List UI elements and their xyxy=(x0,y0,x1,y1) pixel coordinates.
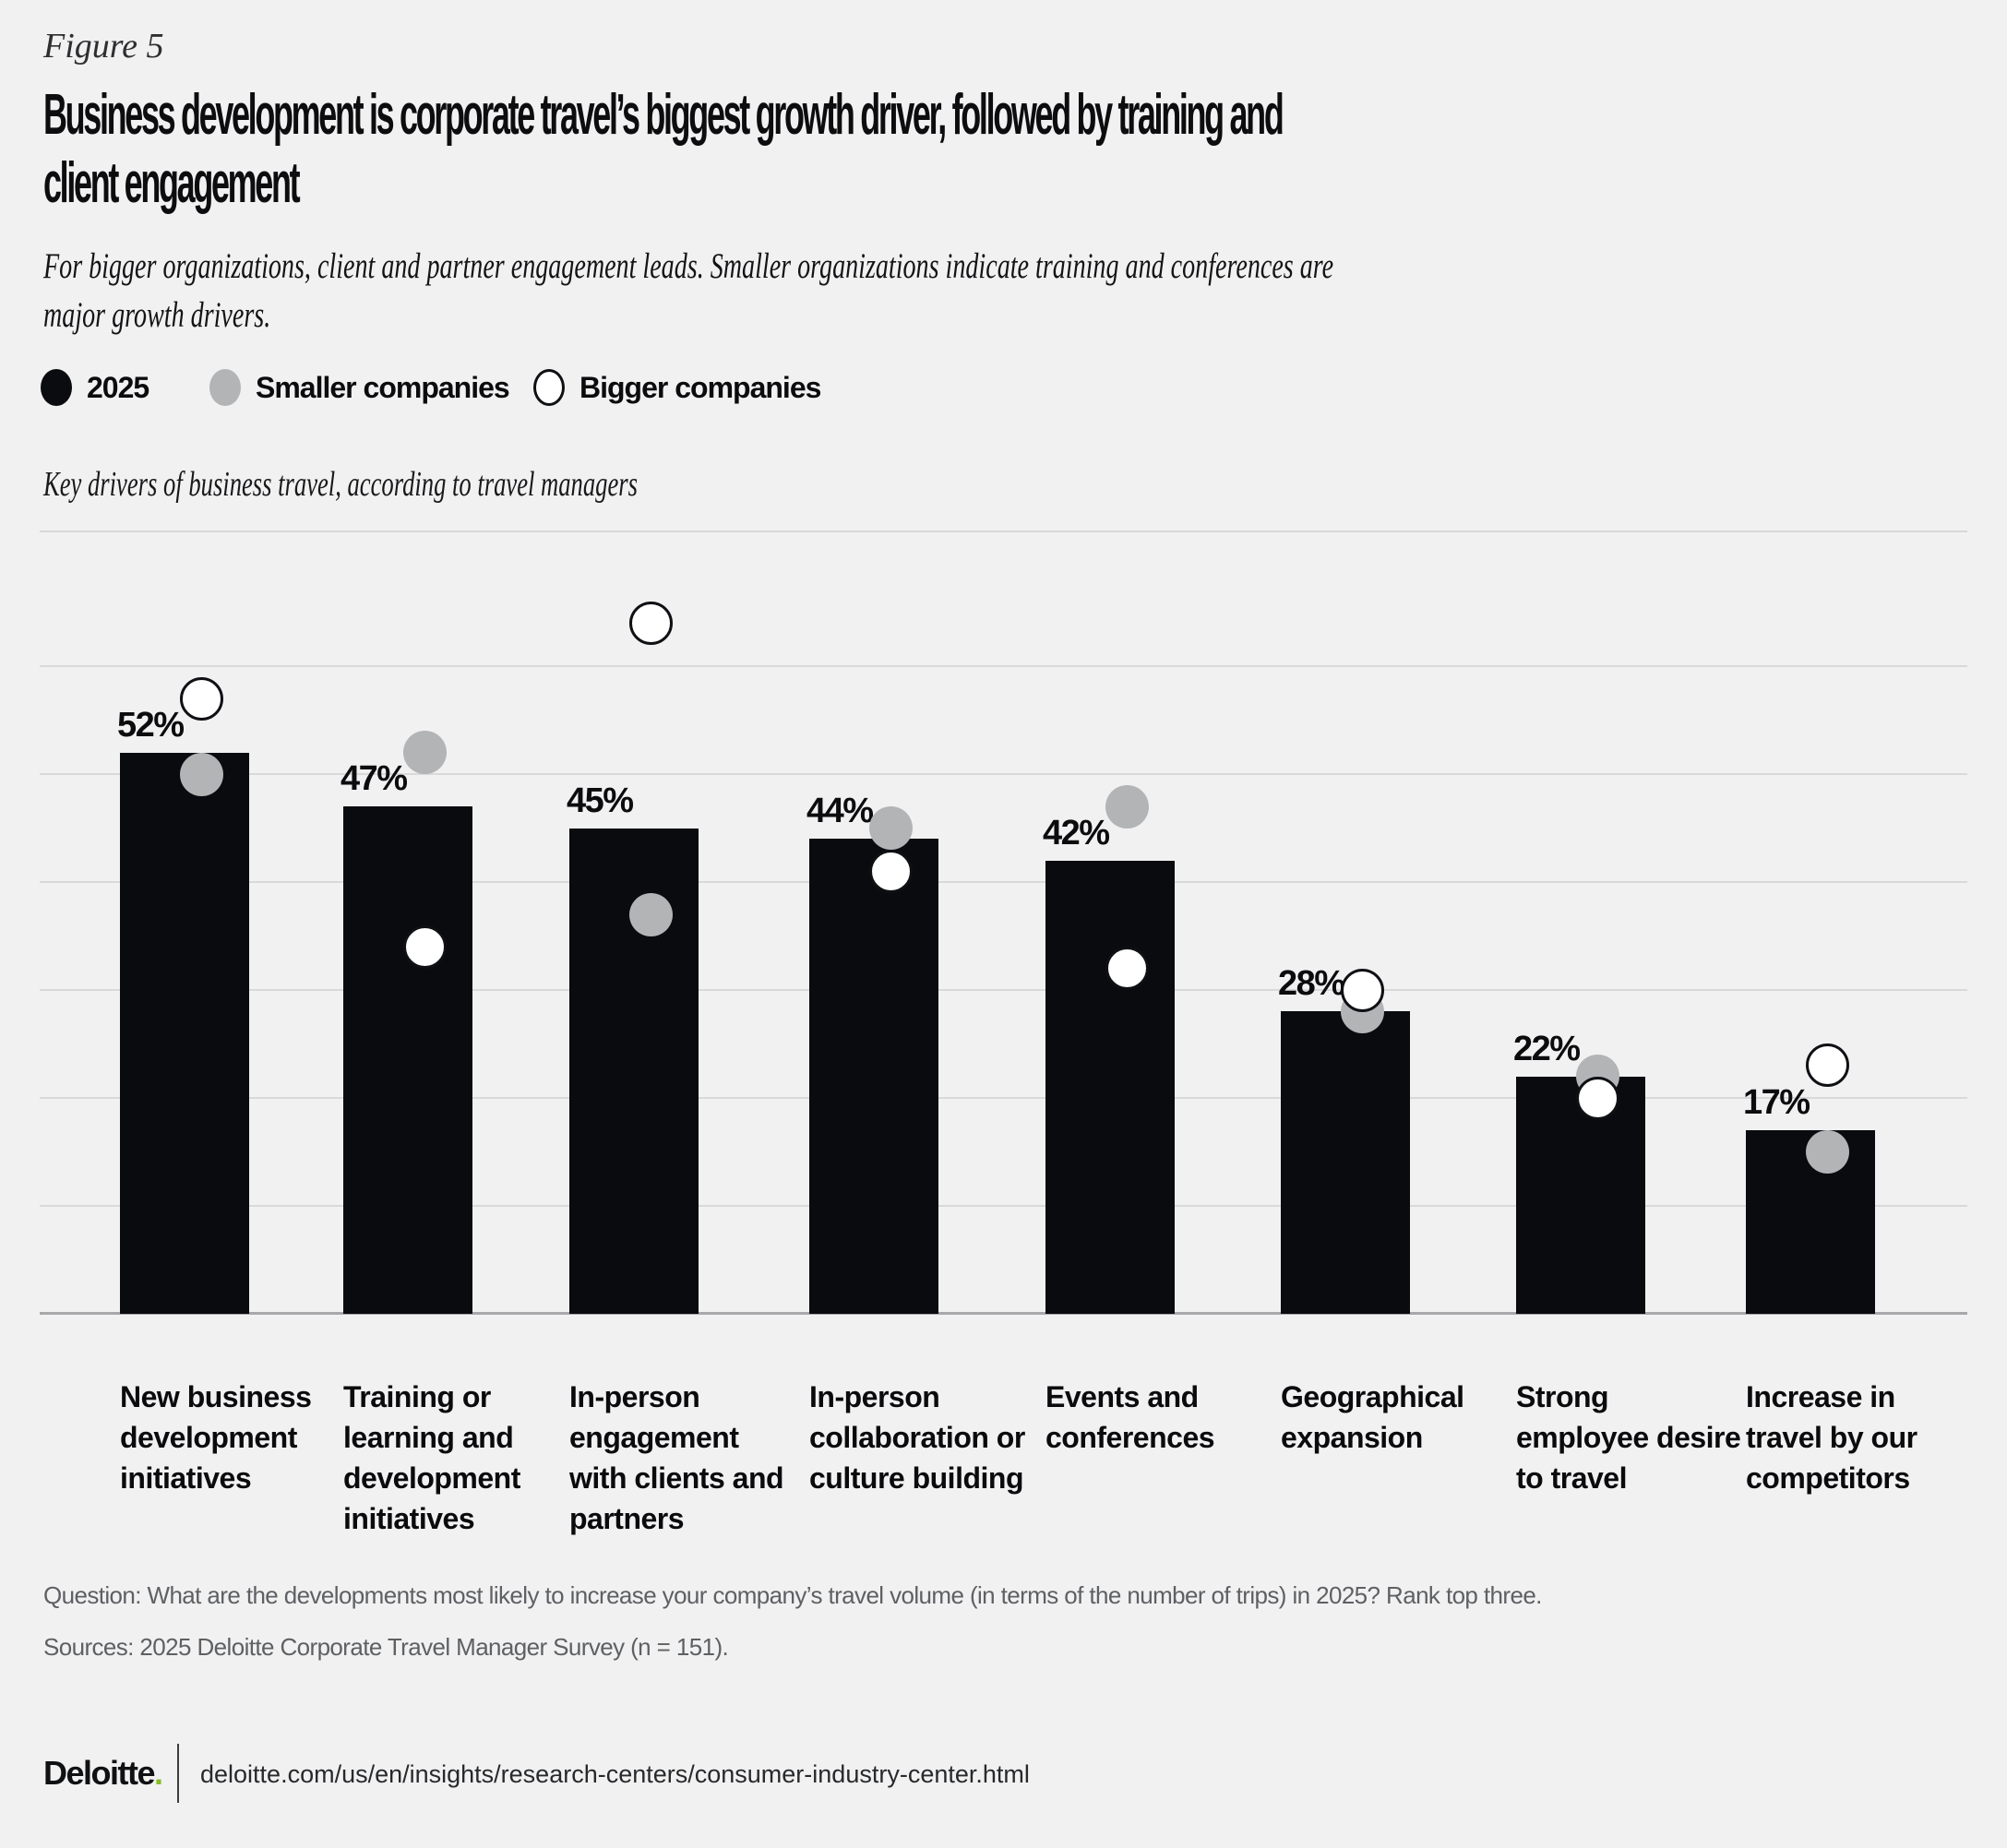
bar-value-label: 42% xyxy=(1043,813,1110,852)
bar-value-label: 44% xyxy=(806,792,874,831)
legend-label-bigger-companies: Bigger companies xyxy=(579,370,821,404)
gridline-30 xyxy=(40,989,1967,991)
bigger-companies-dot-7 xyxy=(1575,1076,1619,1120)
figure-subtitle: For bigger organizations, client and par… xyxy=(43,246,1334,335)
smaller-companies-dot-2 xyxy=(402,731,447,775)
bar-6 xyxy=(1281,1011,1410,1314)
smaller-companies-dot-3 xyxy=(628,892,673,936)
bigger-companies-dot-1 xyxy=(179,676,223,721)
bar-value-label: 22% xyxy=(1513,1029,1581,1068)
bar-7 xyxy=(1516,1076,1645,1314)
legend-item-smaller-companies: Smaller companies xyxy=(209,369,510,406)
footer-url: deloitte.com/us/en/insights/research-cen… xyxy=(200,1760,1030,1788)
category-label-1: New business development initiatives xyxy=(120,1380,312,1495)
chart-title: Key drivers of business travel, accordin… xyxy=(43,465,638,504)
smaller-companies-dot-1 xyxy=(179,752,223,796)
category-label-2: Training or learning and development ini… xyxy=(343,1380,520,1535)
bigger-companies-dot-5 xyxy=(1105,947,1149,991)
category-label-5: Events and conferences xyxy=(1045,1380,1215,1454)
bar-value-label: 45% xyxy=(567,781,634,820)
legend-label-2025: 2025 xyxy=(87,370,149,404)
plot-top-border xyxy=(40,531,1967,532)
bar-value-label: 47% xyxy=(340,759,408,799)
category-label-4: In-person collaboration or culture build… xyxy=(809,1380,1025,1495)
gray-dot-icon xyxy=(209,369,241,406)
category-label-7: Strong employee desire to travel xyxy=(1516,1380,1741,1495)
smaller-companies-dot-5 xyxy=(1105,784,1149,829)
bar-value-label: 17% xyxy=(1743,1083,1810,1123)
footnote-block: Question: What are the developments most… xyxy=(43,1574,1631,1668)
plot-area: 52% 47% 45% 44% 42% 28% 22% 17% xyxy=(40,531,1967,1315)
bigger-companies-dot-3 xyxy=(628,601,673,645)
legend-label-smaller-companies: Smaller companies xyxy=(256,370,510,404)
bar-value-label: 52% xyxy=(117,705,185,745)
gridline-60 xyxy=(40,665,1967,667)
deloitte-wordmark: Deloitte xyxy=(43,1754,156,1792)
category-labels: New business development initiatives Trai… xyxy=(40,1377,1967,1626)
gridline-40 xyxy=(40,881,1967,883)
gridline-50 xyxy=(40,773,1967,775)
category-label-3: In-person engagement with clients and pa… xyxy=(569,1380,784,1535)
bar-value-label: 28% xyxy=(1278,964,1345,1004)
smaller-companies-dot-4 xyxy=(868,806,913,850)
black-dot-icon xyxy=(41,369,72,406)
bar-2 xyxy=(343,806,472,1314)
x-axis-line xyxy=(40,1312,1967,1315)
question-text: Question: What are the developments most… xyxy=(43,1581,1542,1609)
sources-text: Sources: 2025 Deloitte Corporate Travel … xyxy=(43,1633,729,1661)
category-label-6: Geographical expansion xyxy=(1281,1380,1464,1454)
footer-divider xyxy=(177,1744,179,1803)
bigger-companies-dot-2 xyxy=(402,924,447,969)
white-dot-icon xyxy=(533,369,565,406)
figure-number: Figure 5 xyxy=(43,27,164,66)
figure-title: Business development is corporate travel… xyxy=(43,83,1284,215)
legend-item-bigger-companies: Bigger companies xyxy=(533,369,821,406)
gridline-20 xyxy=(40,1097,1967,1099)
bigger-companies-dot-6 xyxy=(1340,968,1384,1012)
smaller-companies-dot-8 xyxy=(1805,1130,1849,1174)
category-label-8: Increase in travel by our competitors xyxy=(1746,1380,1917,1495)
gridline-10 xyxy=(40,1205,1967,1207)
bigger-companies-dot-8 xyxy=(1805,1043,1849,1088)
bar-5 xyxy=(1045,860,1175,1314)
bigger-companies-dot-4 xyxy=(868,849,913,893)
deloitte-logo: Deloitte. xyxy=(43,1754,163,1793)
legend-item-2025: 2025 xyxy=(41,369,149,406)
bar-4 xyxy=(809,839,938,1314)
deloitte-green-dot-icon: . xyxy=(154,1754,163,1792)
bar-1 xyxy=(120,752,249,1314)
